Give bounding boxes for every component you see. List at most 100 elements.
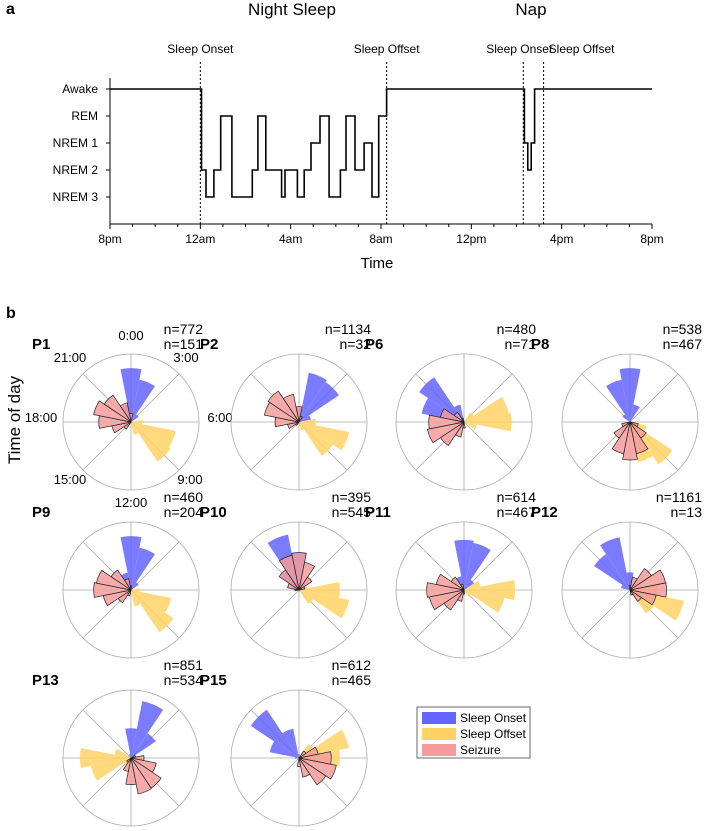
x-tick-label: 4am [279,232,302,246]
onset-bar [299,415,311,422]
seizure-bar [629,589,642,602]
marker-label: Sleep Offset [549,42,615,56]
n-sleep-label: n=612 [332,657,372,673]
seizure-bar [426,582,465,598]
n-sleep-label: n=1134 [325,321,371,337]
seizure-bar [298,576,313,591]
seizure-bar [119,402,132,423]
seizure-bar [426,421,465,444]
onset-bar [454,539,474,590]
patient-label: P10 [200,504,227,521]
onset-bar [250,709,299,758]
offset-bar [131,422,176,448]
patient-label: P8 [531,336,549,353]
patient-label: P13 [32,672,59,689]
offset-bar [131,422,139,435]
offset-bar [299,590,350,619]
onset-bar [630,404,640,422]
hypnogram-line [110,88,652,198]
seizure-bar [298,757,327,786]
hour-label-21: 21:00 [54,350,87,365]
panel-b-label: b [6,305,16,322]
hour-labels: 0:00 3:00 6:00 9:00 12:00 15:00 18:00 21… [25,328,233,510]
x-tick-label: 8pm [98,232,121,246]
n-sleep-label: n=772 [164,321,204,337]
offset-bar [464,396,509,422]
onset-bar [125,728,137,758]
onset-bar [594,554,630,590]
seizure-bar [93,582,132,598]
offset-bar [90,758,131,781]
offset-bar [114,748,131,758]
seizure-bar [621,421,631,428]
seizure-bar [282,393,300,423]
onset-bar [128,754,131,758]
seizure-bar [126,757,132,763]
offset-bar [131,590,141,607]
rose-spoke [463,421,513,471]
seizure-bar [298,561,316,591]
seizure-bar [130,757,152,795]
y-tick-label: NREM 2 [53,163,99,177]
offset-bar [299,422,304,431]
n-sleep-label: n=460 [164,489,204,505]
rose-spoke [82,757,132,807]
rose-spoke [130,541,180,591]
onset-bar [419,377,464,422]
onset-bar [622,414,630,422]
legend-swatch-onset [422,712,456,724]
n-seizure-label: n=13 [670,504,702,520]
y-tick-label: REM [71,109,98,123]
patient-label: P15 [200,672,227,689]
seizure-bar [103,394,132,423]
seizure-bar [622,421,638,461]
offset-bar [464,590,472,598]
offset-bar [79,748,131,768]
marker-label: Sleep Onset [167,42,234,56]
hour-label-3: 3:00 [173,350,198,365]
n-seizure-label: n=32 [339,336,371,352]
panel-a: a Night Sleep Nap Time Awake REM NREM 1 NRE… [6,0,664,272]
x-axis-title: Time [361,255,394,272]
n-seizure-label: n=467 [497,504,537,520]
marker-label: Sleep Offset [354,42,420,56]
seizure-bar [461,417,465,423]
hour-label-15: 15:00 [54,472,87,487]
offset-bar [131,588,140,592]
n-sleep-label: n=1161 [656,489,702,505]
legend-label-onset: Sleep Onset [460,711,527,725]
onset-bar [120,368,142,422]
onset-bar [131,379,155,422]
panel-b: b Time of day 0:00 3:00 6:00 9:00 12:00 … [5,305,702,827]
onset-bar [131,547,155,590]
patient-label: P9 [32,504,50,521]
seizure-bar [611,421,631,455]
onset-bar [464,579,475,590]
n-sleep-label: n=851 [164,657,204,673]
onset-bar [621,584,630,590]
rose-spoke [82,709,132,759]
patient-label: P2 [200,336,218,353]
offset-bar [464,590,505,613]
x-tick-label: 8pm [640,232,663,246]
n-sleep-label: n=480 [497,321,537,337]
onset-bar [131,582,139,590]
onset-bar [600,537,630,590]
seizure-bar [298,586,306,591]
seizure-bar [110,569,132,591]
nap-title: Nap [515,0,546,19]
seizure-bar [267,390,300,423]
seizure-bar [278,554,300,591]
x-tick-label: 4pm [550,232,573,246]
patient-label: P11 [365,504,391,521]
y-tick-label: NREM 3 [53,190,99,204]
n-seizure-label: n=465 [332,672,372,688]
offset-bar [464,412,512,432]
onset-bar [131,733,156,758]
